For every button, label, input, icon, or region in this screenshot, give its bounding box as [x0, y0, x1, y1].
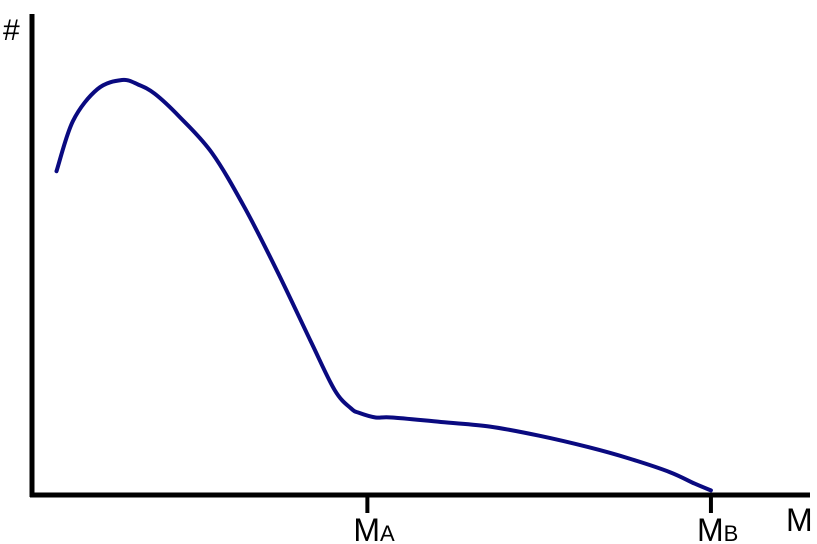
x-tick-label-main: M: [353, 512, 380, 544]
series-curve: [54, 77, 713, 493]
y-axis-label: #: [3, 14, 20, 47]
x-tick-label-main: M: [697, 512, 724, 544]
x-axis-label: M: [786, 502, 813, 538]
x-tick-label: MB: [697, 512, 738, 544]
x-tick-label: MA: [353, 512, 395, 544]
x-tick-label-subscript: A: [380, 521, 395, 544]
x-ticks: MA MB: [353, 495, 738, 544]
x-tick-label-subscript: B: [724, 521, 739, 544]
